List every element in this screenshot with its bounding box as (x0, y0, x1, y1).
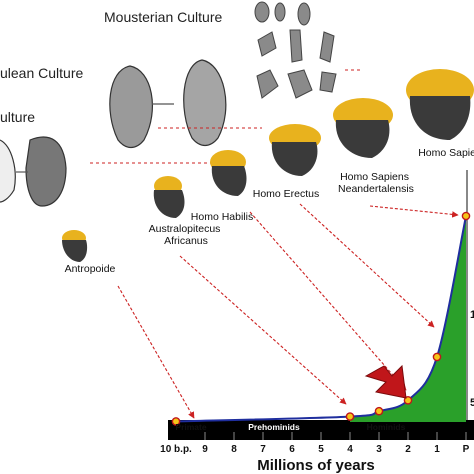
mousterian-culture-title: Mousterian Culture (104, 9, 222, 25)
curve-point (171, 417, 181, 426)
tick-label: 4 (347, 444, 353, 455)
right-axis-label-1: 1 (470, 309, 474, 321)
tick-label: 1 (434, 444, 440, 455)
growth-curve (175, 215, 467, 423)
tick-label: 2 (405, 444, 411, 455)
species-labels: Antropoide Australopitecus Africanus Hom… (65, 147, 474, 275)
era-hominids: Hominids (367, 422, 406, 432)
label-homo-sapiens-neandertalensis: Homo Sapiens Neandertalensis (338, 171, 414, 195)
growth-area (350, 216, 466, 422)
skull-homo-erectus (269, 124, 321, 176)
acheulean-handaxes (109, 59, 227, 149)
curve-point (461, 211, 471, 221)
tick-label: 8 (231, 444, 237, 455)
culture-links (90, 69, 360, 164)
tick-label: 6 (289, 444, 295, 455)
era-primate: Primate (175, 422, 206, 432)
label-australopitecus: Australopitecus Africanus (149, 223, 224, 247)
skull-homo-sapiens-neandertalensis (333, 98, 393, 158)
curve-point (374, 406, 384, 416)
big-red-arrow (364, 364, 407, 399)
label-homo-erectus: Homo Erectus (253, 188, 320, 200)
tick-label: P (463, 444, 470, 455)
label-antropoide: Antropoide (65, 263, 116, 275)
right-axis-label-5: 5 (470, 397, 474, 409)
skull-australopitecus (153, 176, 185, 218)
era-prehominids: Prehominids (248, 422, 300, 432)
oldowan-culture-title: ulture (0, 109, 35, 125)
tick-label: 10 b.p. (160, 444, 192, 455)
timeline-axis-bar (168, 420, 474, 440)
acheulean-culture-title: ulean Culture (0, 65, 83, 81)
species-arrows (117, 203, 459, 419)
skull-homo-habilis (210, 150, 247, 196)
tick-label: 3 (376, 444, 382, 455)
skull-antropoide (62, 230, 88, 262)
mousterian-tools (254, 1, 337, 99)
axis-title: Millions of years (257, 457, 375, 474)
curve-point (345, 412, 355, 421)
era-labels: Primate Prehominids Hominids (175, 422, 405, 432)
curve-point (432, 352, 442, 362)
oldowan-choppers (0, 136, 67, 207)
skull-homo-sapiens (406, 69, 474, 140)
label-homo-habilis: Homo Habilis (191, 211, 253, 223)
tick-label: 5 (318, 444, 324, 455)
tick-label: 9 (202, 444, 208, 455)
timeline: 1 5 Primate Prehominids Hominids 10 b.p.… (160, 170, 474, 474)
label-homo-sapiens: Homo Sapien (418, 147, 474, 159)
timeline-tick-labels: 10 b.p. 9 8 7 6 5 4 3 2 1 P (160, 444, 470, 455)
tick-label: 7 (260, 444, 266, 455)
